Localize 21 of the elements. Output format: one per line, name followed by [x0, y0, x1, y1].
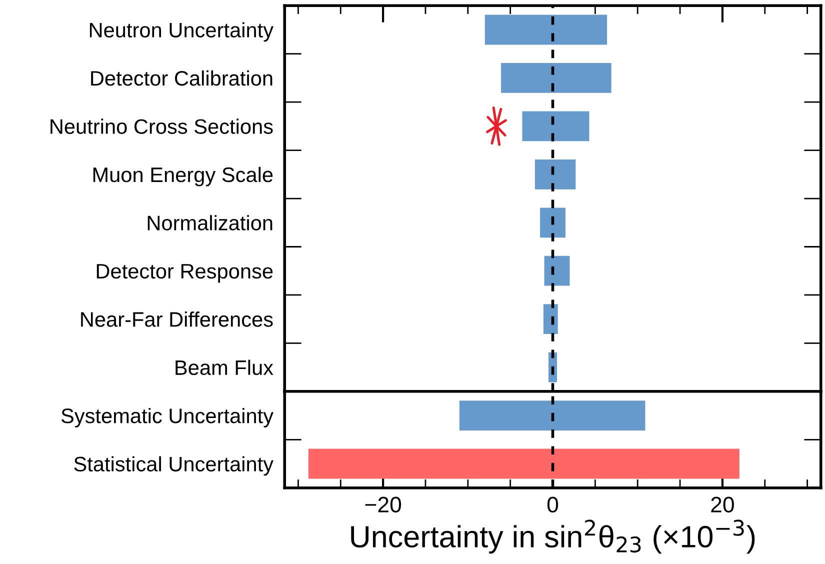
y-tick-label: Neutrino Cross Sections: [50, 118, 273, 134]
bar: [540, 208, 566, 238]
y-tick-label: Detector Calibration: [91, 70, 272, 86]
y-tick-label: Systematic Uncertainty: [61, 408, 274, 428]
x-tick-label: 0: [547, 496, 558, 513]
bar: [543, 304, 558, 334]
y-tick-label: Detector Response: [96, 264, 273, 283]
y-tick-label: Beam Flux: [176, 360, 274, 376]
y-tick-label: Muon Energy Scale: [93, 166, 273, 186]
y-tick-label: Near-Far Differences: [81, 312, 273, 327]
y-tick-label: Normalization: [148, 215, 272, 230]
bar: [544, 256, 570, 286]
x-tick-label: −20: [365, 496, 402, 513]
bar: [534, 159, 576, 190]
bar: [522, 111, 590, 142]
bar: [484, 14, 608, 45]
y-tick-label: Statistical Uncertainty: [74, 456, 274, 476]
x-axis-title: Uncertainty in sin$^{2}$θ$_{23}$ (×10$^{−3}$): [351, 520, 755, 554]
y-tick-label: Neutron Uncertainty: [90, 22, 274, 42]
bar: [500, 63, 612, 93]
x-tick-label: 20: [711, 496, 734, 513]
